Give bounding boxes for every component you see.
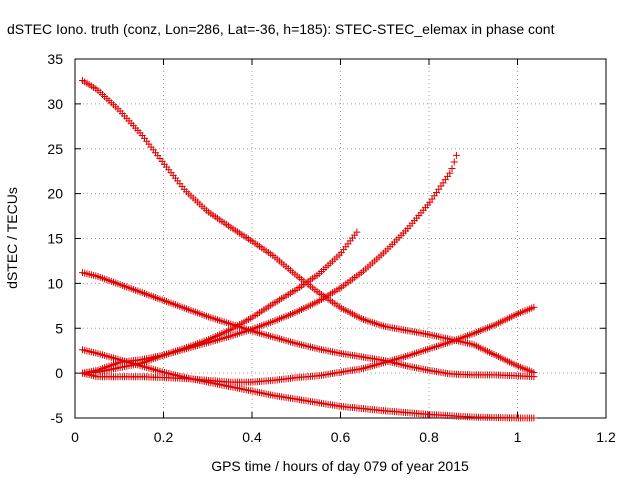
data-point — [450, 158, 458, 166]
series-1 — [79, 77, 538, 377]
x-tick-label: 1.2 — [596, 429, 616, 445]
x-axis-title: GPS time / hours of day 079 of year 2015 — [211, 458, 469, 474]
y-tick-label: -5 — [51, 410, 64, 426]
x-tick-label: 0 — [71, 429, 79, 445]
tick-labels: 0 0.2 0.4 0.6 0.8 1 1.2 -5 0 5 10 15 20 25 30 35 — [47, 51, 616, 445]
data-point — [530, 414, 538, 422]
y-tick-label: 20 — [47, 186, 63, 202]
series-6 — [79, 303, 538, 386]
x-tick-label: 0.4 — [242, 429, 262, 445]
grid — [75, 59, 606, 418]
chart-title: dSTEC Iono. truth (conz, Lon=286, Lat=-3… — [7, 21, 555, 37]
data-point — [530, 373, 538, 381]
data-point — [446, 169, 454, 177]
data-point — [452, 151, 460, 159]
data-point — [530, 303, 538, 311]
y-tick-label: 30 — [47, 96, 63, 112]
y-tick-label: 15 — [47, 231, 63, 247]
y-tick-label: 35 — [47, 51, 63, 67]
y-tick-label: 25 — [47, 141, 63, 157]
data-point — [353, 228, 361, 236]
y-tick-label: 5 — [55, 320, 63, 336]
y-axis-title: dSTEC / TECUs — [4, 187, 20, 289]
y-tick-label: 10 — [47, 275, 63, 291]
series-3 — [79, 346, 538, 422]
x-tick-label: 0.2 — [154, 429, 174, 445]
data-point — [448, 165, 456, 173]
x-tick-label: 0.8 — [419, 429, 439, 445]
data-markers — [79, 77, 538, 422]
x-tick-label: 0.6 — [331, 429, 351, 445]
axis-ticks — [74, 58, 607, 419]
plot-frame — [74, 58, 607, 419]
series-5 — [79, 151, 460, 377]
y-tick-label: 0 — [55, 365, 63, 381]
x-tick-label: 1 — [514, 429, 522, 445]
